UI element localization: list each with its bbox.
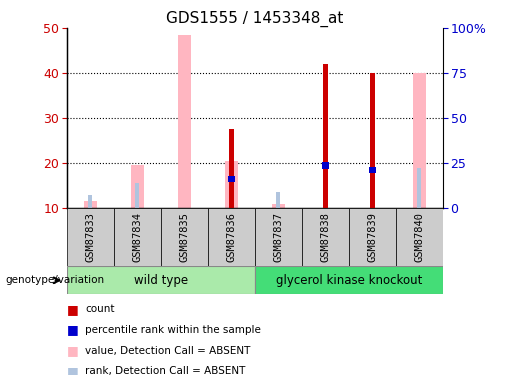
Bar: [417, 168, 421, 208]
Text: value, Detection Call = ABSENT: value, Detection Call = ABSENT: [85, 346, 250, 355]
Text: rank, Detection Call = ABSENT: rank, Detection Call = ABSENT: [85, 366, 245, 375]
Bar: [131, 165, 144, 208]
Text: GSM87834: GSM87834: [132, 212, 143, 262]
FancyBboxPatch shape: [67, 208, 114, 266]
Bar: [276, 192, 280, 208]
Bar: [322, 162, 329, 169]
FancyBboxPatch shape: [396, 208, 443, 266]
Text: genotype/variation: genotype/variation: [5, 275, 104, 285]
Text: glycerol kinase knockout: glycerol kinase knockout: [276, 274, 422, 287]
Text: percentile rank within the sample: percentile rank within the sample: [85, 325, 261, 335]
Bar: [178, 35, 191, 208]
FancyBboxPatch shape: [255, 208, 302, 266]
FancyBboxPatch shape: [302, 208, 349, 266]
FancyBboxPatch shape: [161, 208, 208, 266]
Text: GSM87839: GSM87839: [367, 212, 377, 262]
Bar: [369, 166, 376, 173]
Text: GSM87840: GSM87840: [415, 212, 424, 262]
Bar: [228, 176, 235, 182]
Bar: [229, 129, 234, 208]
Text: GSM87837: GSM87837: [273, 212, 283, 262]
FancyBboxPatch shape: [255, 266, 443, 294]
Text: ■: ■: [67, 324, 79, 336]
Text: GSM87836: GSM87836: [227, 212, 236, 262]
Text: ■: ■: [67, 344, 79, 357]
Text: count: count: [85, 304, 114, 314]
Text: GSM87835: GSM87835: [179, 212, 190, 262]
Bar: [134, 183, 140, 208]
Text: GSM87833: GSM87833: [85, 212, 95, 262]
FancyBboxPatch shape: [114, 208, 161, 266]
Title: GDS1555 / 1453348_at: GDS1555 / 1453348_at: [166, 10, 344, 27]
Bar: [272, 204, 285, 208]
Bar: [413, 73, 426, 208]
Text: ■: ■: [67, 365, 79, 375]
Bar: [225, 161, 238, 208]
Text: GSM87838: GSM87838: [320, 212, 331, 262]
Bar: [88, 195, 92, 208]
Bar: [84, 201, 97, 208]
Bar: [323, 64, 328, 208]
Text: wild type: wild type: [134, 274, 188, 287]
FancyBboxPatch shape: [208, 208, 255, 266]
FancyBboxPatch shape: [67, 266, 255, 294]
FancyBboxPatch shape: [349, 208, 396, 266]
Text: ■: ■: [67, 303, 79, 316]
Bar: [370, 73, 375, 208]
